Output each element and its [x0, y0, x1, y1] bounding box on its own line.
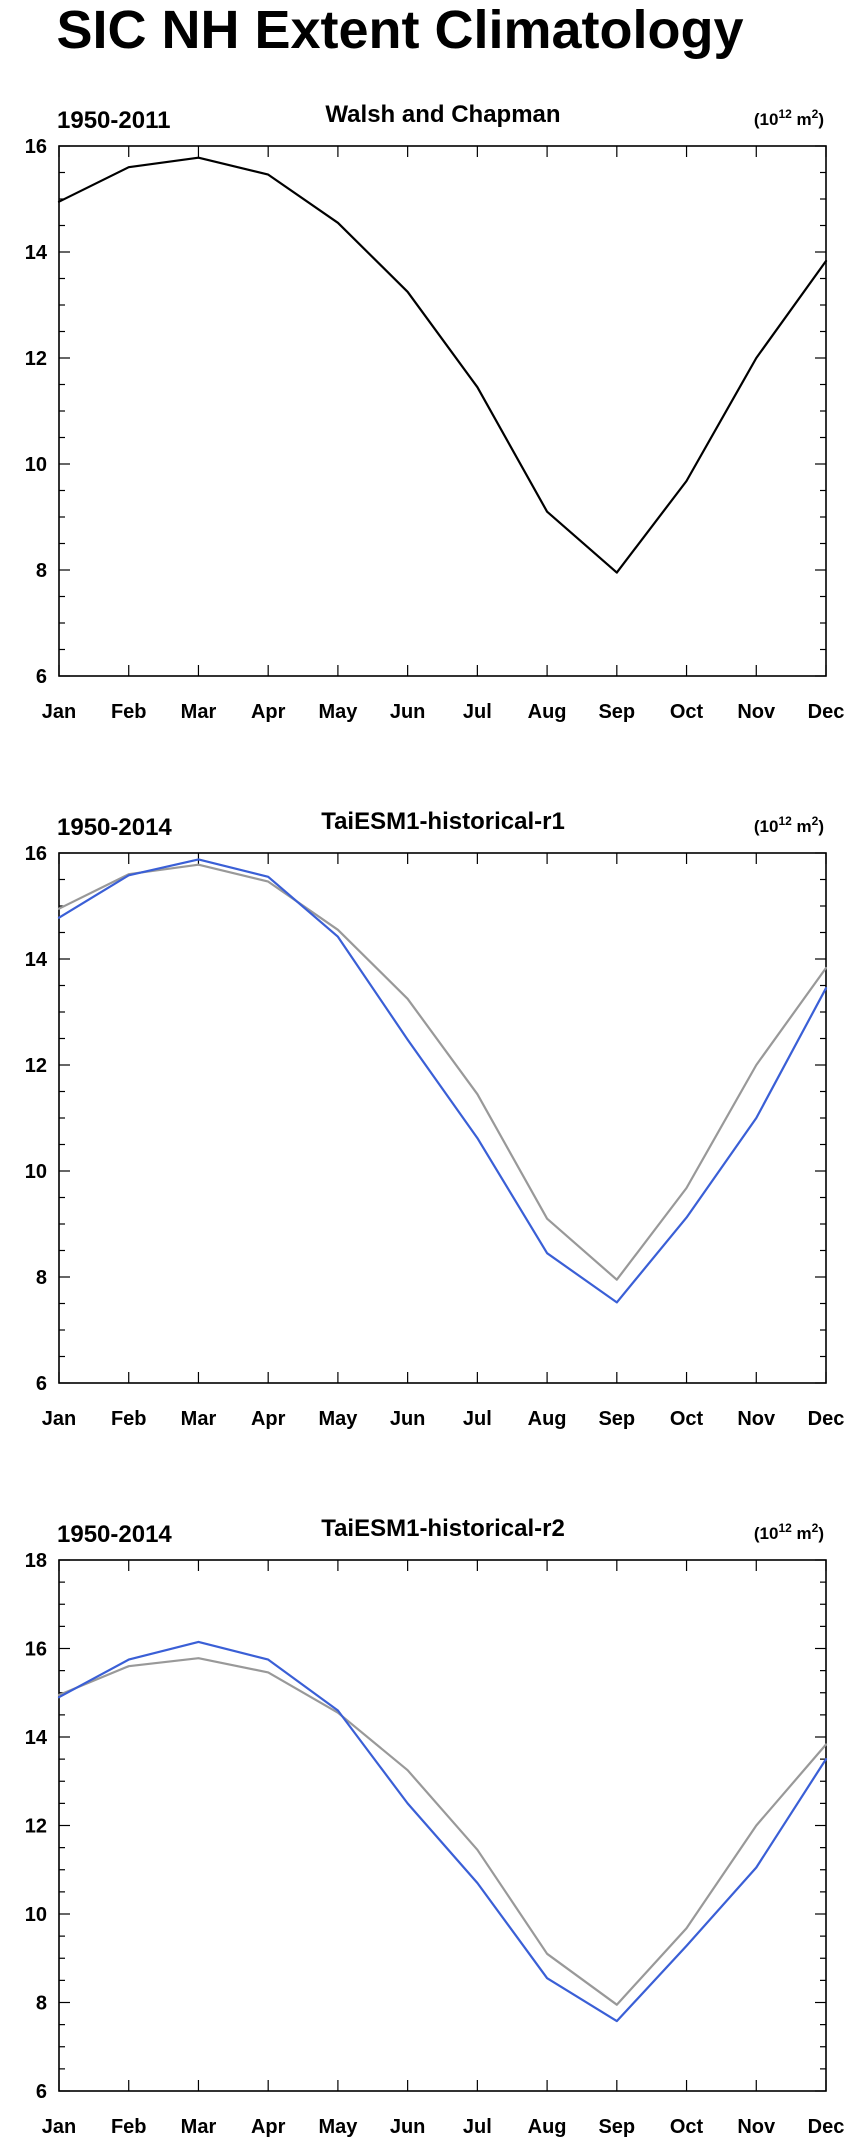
y-tick-label: 14 [25, 1727, 48, 1749]
x-tick-label: Jan [42, 701, 76, 723]
x-tick-label: Oct [670, 1408, 704, 1430]
page-title: SIC NH Extent Climatology [56, 0, 744, 60]
y-tick-label: 6 [36, 2081, 47, 2103]
series-line-2 [57, 858, 828, 1304]
y-tick-label: 10 [25, 1904, 47, 1926]
x-tick-label: Sep [598, 2116, 635, 2138]
x-tick-label: Dec [808, 701, 845, 723]
y-tick-label: 6 [36, 1373, 47, 1395]
x-tick-label: Aug [528, 2116, 567, 2138]
x-tick-label: May [318, 2116, 358, 2138]
y-tick-label: 14 [25, 242, 48, 264]
x-tick-label: Oct [670, 2116, 704, 2138]
units-part: 2 [812, 1521, 819, 1535]
units-label: (1012 m2) [754, 814, 824, 836]
y-tick-label: 10 [25, 454, 47, 476]
x-tick-label: Nov [737, 1408, 776, 1430]
chart-title: TaiESM1-historical-r1 [321, 808, 565, 835]
units-part: ) [818, 110, 824, 129]
x-tick-label: Apr [251, 2116, 286, 2138]
x-tick-label: Aug [528, 701, 567, 723]
series-line-1 [57, 1657, 828, 2006]
units-part: m [792, 817, 812, 836]
plot-frame [58, 1559, 827, 2092]
x-tick-label: Apr [251, 701, 286, 723]
x-tick-label: Jan [42, 2116, 76, 2138]
x-tick-label: Jan [42, 1408, 76, 1430]
units-part: (10 [754, 110, 779, 129]
y-tick-label: 10 [25, 1161, 47, 1183]
x-tick-label: Jun [390, 2116, 426, 2138]
series-line-2 [57, 1640, 828, 2023]
chart-panel-3: 6 8 10 12 14 16 18 Jan Feb Mar Apr May Jun Jul Aug Sep O… [25, 1515, 845, 2138]
x-tick-label: Dec [808, 2116, 845, 2138]
x-tick-label: Jul [463, 2116, 492, 2138]
y-tick-label: 16 [25, 136, 47, 158]
y-tick-label: 8 [36, 1993, 47, 2015]
units-part: 12 [778, 107, 792, 121]
x-tick-label: Oct [670, 701, 704, 723]
y-tick-label: 16 [25, 1639, 47, 1661]
y-tick-label: 12 [25, 1055, 47, 1077]
series-line-1 [57, 156, 828, 574]
y-tick-label: 12 [25, 348, 47, 370]
y-tick-label: 16 [25, 843, 47, 865]
y-tick-label: 8 [36, 1267, 47, 1289]
units-part: ) [818, 1524, 824, 1543]
units-part: m [792, 1524, 812, 1543]
plot-frame [58, 852, 827, 1384]
x-tick-label: Jul [463, 1408, 492, 1430]
x-tick-label: Aug [528, 1408, 567, 1430]
x-tick-label: Feb [111, 701, 147, 723]
units-part: m [792, 110, 812, 129]
period-label: 1950-2011 [57, 107, 170, 134]
x-tick-label: Sep [598, 701, 635, 723]
x-tick-label: Apr [251, 1408, 286, 1430]
x-tick-label: Feb [111, 2116, 147, 2138]
plot-frame [58, 145, 827, 677]
chart-title: TaiESM1-historical-r2 [321, 1515, 565, 1542]
units-part: (10 [754, 817, 779, 836]
y-tick-label: 14 [25, 949, 48, 971]
x-tick-label: Jul [463, 701, 492, 723]
x-tick-label: Mar [181, 1408, 217, 1430]
y-tick-label: 8 [36, 560, 47, 582]
x-tick-label: May [318, 701, 358, 723]
chart-panel-1: 6 8 10 12 14 16 Jan Feb Mar Apr May Jun Jul Aug Sep Oct… [25, 101, 845, 723]
units-part: 12 [778, 814, 792, 828]
period-label: 1950-2014 [57, 1521, 172, 1548]
x-tick-label: Nov [737, 2116, 776, 2138]
units-label: (1012 m2) [754, 107, 824, 129]
units-part: 2 [812, 107, 819, 121]
x-tick-label: May [318, 1408, 358, 1430]
period-label: 1950-2014 [57, 814, 172, 841]
series-line-1 [57, 863, 828, 1281]
units-part: (10 [754, 1524, 779, 1543]
units-part: ) [818, 817, 824, 836]
y-tick-label: 12 [25, 1816, 47, 1838]
y-tick-label: 18 [25, 1550, 47, 1572]
y-tick-label: 6 [36, 666, 47, 688]
chart-title: Walsh and Chapman [325, 101, 560, 128]
x-tick-label: Mar [181, 701, 217, 723]
x-tick-label: Mar [181, 2116, 217, 2138]
x-tick-label: Nov [737, 701, 776, 723]
x-tick-label: Feb [111, 1408, 147, 1430]
units-label: (1012 m2) [754, 1521, 824, 1543]
units-part: 12 [778, 1521, 792, 1535]
chart-panel-2: 6 8 10 12 14 16 Jan Feb Mar Apr May Jun Jul Aug Sep Oct… [25, 808, 845, 1430]
x-tick-label: Jun [390, 1408, 426, 1430]
x-tick-label: Sep [598, 1408, 635, 1430]
units-part: 2 [812, 814, 819, 828]
x-tick-label: Jun [390, 701, 426, 723]
x-tick-label: Dec [808, 1408, 845, 1430]
